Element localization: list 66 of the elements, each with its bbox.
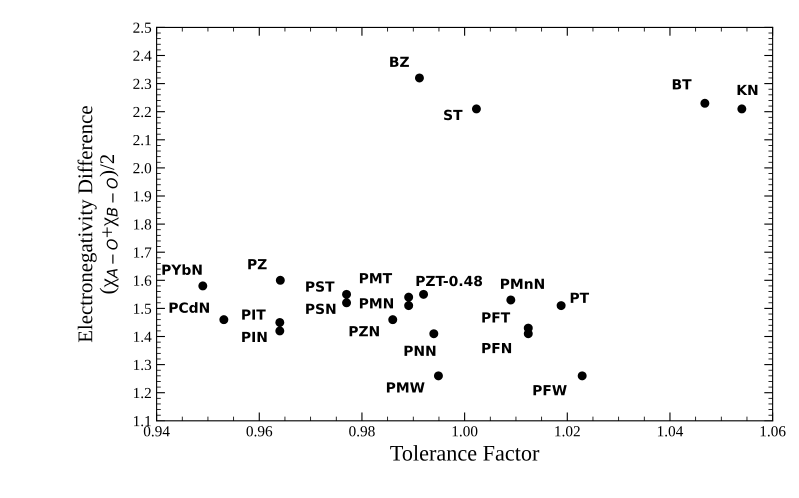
y-tick-label: 2.4 — [133, 50, 152, 62]
x-tick-label: 0.98 — [349, 426, 375, 436]
annotation: PZN — [350, 326, 379, 336]
y-tick-label: 1.8 — [134, 219, 152, 230]
annotation: PSN — [306, 304, 336, 314]
y-tick-label: 1.5 — [134, 304, 152, 314]
x-axis-title: Tolerance Factor — [390, 445, 540, 461]
x-tick-label: 0.96 — [246, 426, 272, 436]
annotation: BZ — [390, 56, 409, 67]
annotation: PFN — [482, 343, 512, 354]
annotation: PYbN — [162, 264, 202, 276]
annotation: PIN — [242, 332, 267, 342]
point — [404, 292, 414, 302]
y-tick-label: 1.3 — [134, 360, 152, 370]
annotation: PST — [306, 281, 334, 292]
annotation: PMN — [360, 298, 394, 308]
point — [342, 298, 352, 308]
annotation: PMnN — [500, 278, 544, 289]
point — [556, 301, 566, 310]
point — [737, 104, 746, 114]
point — [419, 290, 428, 299]
annotation: ST — [444, 110, 462, 120]
y-tick-label: 1.9 — [134, 191, 152, 202]
annotation: PZ — [248, 259, 267, 270]
x-tick-label: 0.94 — [144, 426, 170, 436]
point — [275, 326, 284, 336]
annotation: KN — [738, 84, 758, 95]
y-tick-label: 1.1 — [134, 416, 151, 426]
annotation: PCdN — [170, 302, 209, 313]
x-tick-label: 1.06 — [760, 426, 786, 436]
point — [578, 371, 587, 380]
point — [388, 315, 398, 324]
y-tick-label: 2.0 — [133, 163, 152, 174]
point — [198, 281, 208, 290]
y-tick-label: 2.3 — [133, 78, 152, 90]
annotation: PFT — [482, 312, 510, 323]
annotation: PIT — [242, 310, 266, 320]
point — [276, 276, 285, 285]
point — [700, 98, 710, 108]
y-tick-label: 1.2 — [134, 388, 151, 398]
x-tick-label: 1.04 — [658, 426, 684, 436]
y-tick-label: 2.2 — [133, 106, 151, 118]
point — [434, 371, 443, 380]
annotation: PMW — [386, 382, 425, 393]
annotation: PNN — [404, 346, 436, 356]
annotation: PMT — [360, 273, 392, 284]
y-tick-label: 1.4 — [134, 332, 152, 342]
y-tick-label: 1.6 — [134, 275, 152, 286]
annotation: PFW — [533, 385, 567, 396]
x-tick-label: 1.00 — [452, 426, 478, 436]
point — [414, 73, 424, 82]
y-tick-label: 1.7 — [134, 247, 152, 258]
x-tick-label: 1.02 — [555, 426, 580, 436]
point — [404, 301, 414, 310]
y-axis-title: Electronegativity Difference (χ$_{A−O}$+χ$_{B−O}$)/2 — [78, 106, 118, 342]
y-tick-label: 2.1 — [133, 134, 151, 146]
point — [472, 104, 481, 114]
point — [275, 318, 284, 327]
annotation: BT — [672, 79, 692, 90]
annotation: PT — [570, 292, 590, 303]
point — [219, 315, 228, 324]
point — [342, 290, 352, 299]
point — [506, 295, 516, 304]
point — [429, 329, 438, 338]
annotation: PZT-0.48 — [416, 276, 482, 286]
y-tick-label: 2.5 — [133, 22, 152, 33]
